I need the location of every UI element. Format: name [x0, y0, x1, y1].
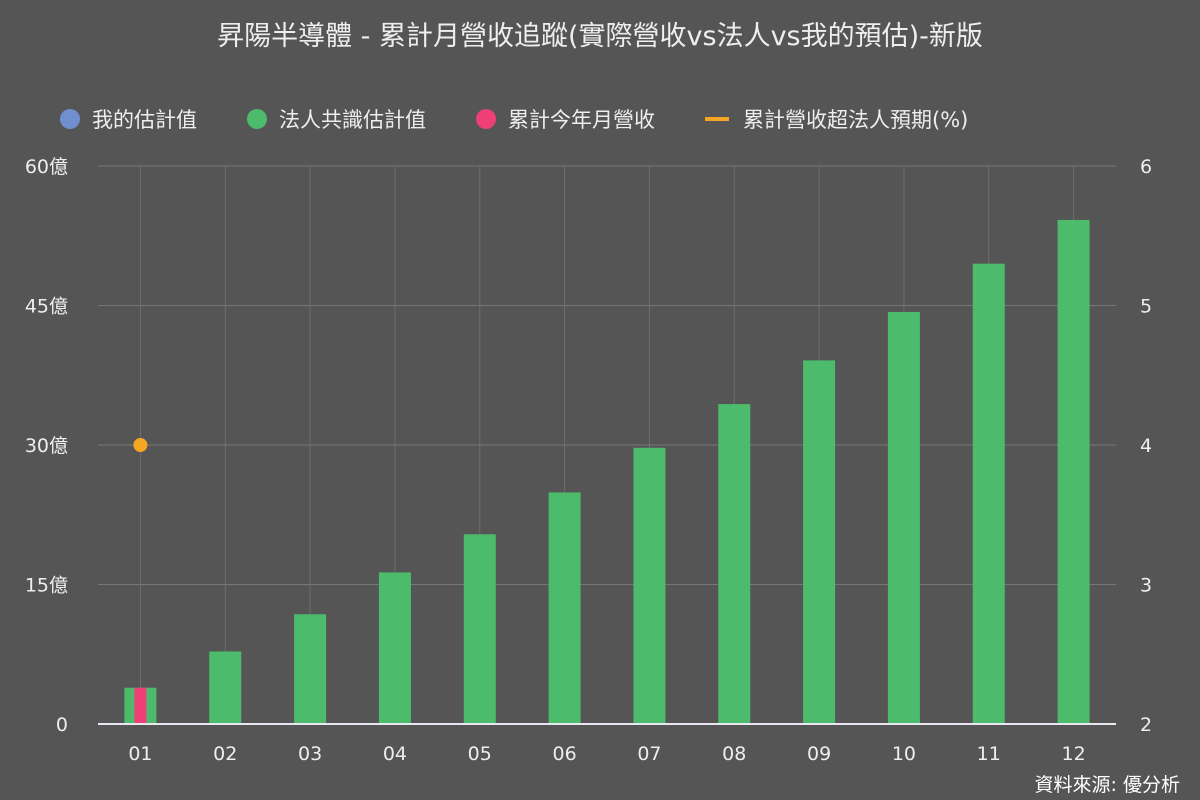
- y-right-tick-label: 2: [1140, 714, 1152, 736]
- bar-consensus-05: [463, 534, 496, 724]
- legend-marker-icon: [476, 109, 496, 129]
- bar-consensus-07: [633, 447, 666, 724]
- x-tick-label: 11: [977, 743, 1001, 765]
- bar-consensus-12: [1057, 219, 1090, 724]
- x-tick-label: 10: [892, 743, 916, 765]
- x-tick-label: 03: [298, 743, 322, 765]
- x-tick-label: 06: [552, 743, 576, 765]
- x-tick-label: 12: [1061, 743, 1085, 765]
- y-left-tick-label: 0: [56, 714, 68, 736]
- y-right-tick-label: 6: [1140, 156, 1152, 178]
- y-right-tick-label: 3: [1140, 575, 1152, 597]
- x-tick-label: 09: [807, 743, 831, 765]
- bar-consensus-03: [294, 614, 327, 724]
- x-tick-label: 05: [468, 743, 492, 765]
- y-left-tick-label: 30億: [25, 435, 68, 457]
- legend: 我的估計值 法人共識估計值 累計今年月營收 累計營收超法人預期(%): [60, 104, 1018, 134]
- bar-consensus-04: [378, 572, 411, 724]
- x-tick-label: 07: [637, 743, 661, 765]
- y-right-tick-label: 5: [1140, 296, 1152, 318]
- bar-consensus-02: [209, 651, 242, 724]
- y-left-tick-label: 15億: [25, 575, 68, 597]
- bar-consensus-09: [803, 360, 836, 724]
- legend-label: 累計營收超法人預期(%): [743, 108, 969, 132]
- legend-label: 我的估計值: [92, 108, 197, 132]
- legend-label: 累計今年月營收: [508, 108, 655, 132]
- legend-marker-icon: [60, 109, 80, 129]
- legend-item-my-estimate[interactable]: 我的估計值: [60, 104, 197, 134]
- x-tick-label: 08: [722, 743, 746, 765]
- bar-consensus-11: [972, 263, 1005, 724]
- point-beat-percent-01: [133, 438, 148, 452]
- legend-label: 法人共識估計值: [279, 108, 426, 132]
- legend-marker-icon: [247, 109, 267, 129]
- y-left-tick-label: 60億: [25, 156, 68, 178]
- bar-actual-01: [134, 687, 147, 724]
- legend-item-beat-percent[interactable]: 累計營收超法人預期(%): [705, 104, 968, 134]
- x-tick-label: 02: [213, 743, 237, 765]
- legend-item-consensus[interactable]: 法人共識估計值: [247, 104, 426, 134]
- legend-item-cumulative-revenue[interactable]: 累計今年月營收: [476, 104, 655, 134]
- bar-consensus-08: [718, 404, 751, 724]
- chart-title: 昇陽半導體 - 累計月營收追蹤(實際營收vs法人vs我的預估)-新版: [217, 21, 983, 52]
- bar-consensus-10: [887, 312, 920, 724]
- bar-consensus-06: [548, 492, 581, 724]
- y-left-tick-label: 45億: [25, 296, 68, 318]
- y-right-tick-label: 4: [1140, 435, 1152, 457]
- x-tick-label: 01: [128, 743, 152, 765]
- legend-line-icon: [705, 117, 729, 121]
- x-tick-label: 04: [383, 743, 407, 765]
- source-note: 資料來源: 優分析: [1034, 774, 1180, 796]
